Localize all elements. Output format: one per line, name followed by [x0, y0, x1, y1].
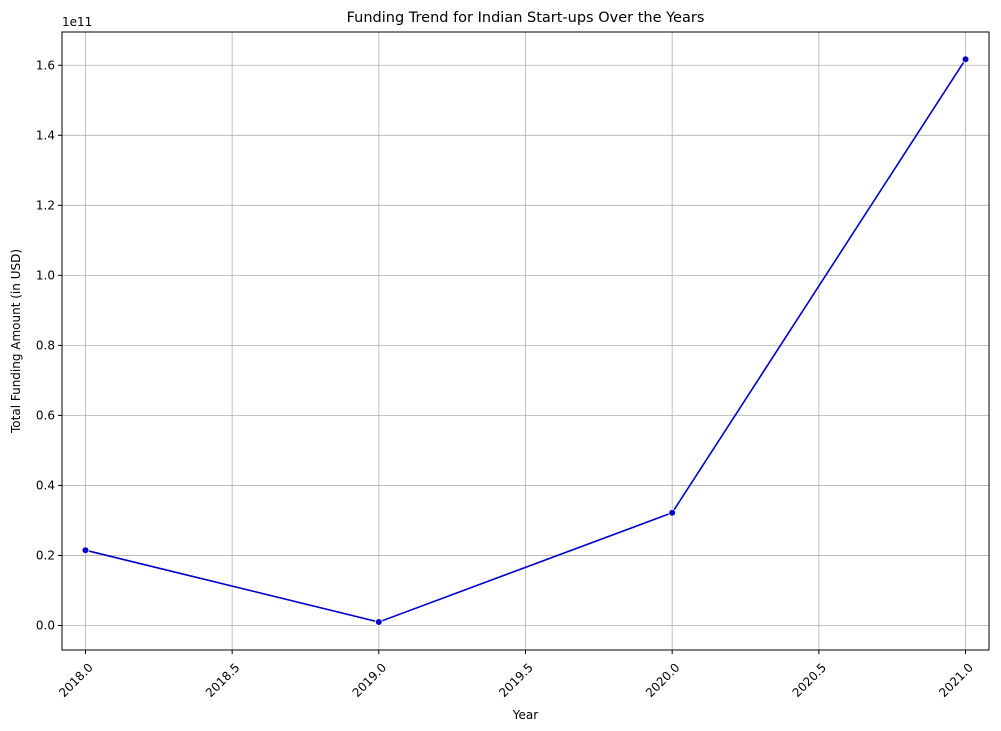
- data-point: [668, 508, 676, 517]
- x-tick-label: 2019.0: [350, 660, 390, 700]
- y-axis-label: Total Funding Amount (in USD): [9, 249, 23, 434]
- y-tick-label: 1.6: [36, 58, 55, 72]
- y-tick-label: 0.8: [36, 338, 55, 352]
- x-tick-label: 2021.0: [936, 660, 976, 700]
- x-axis-label: Year: [512, 708, 538, 722]
- y-tick-label: 0.4: [36, 478, 55, 492]
- x-tick-label: 2018.5: [203, 660, 243, 700]
- data-point: [961, 55, 970, 64]
- x-tick-label: 2020.0: [643, 660, 683, 700]
- data-point: [375, 618, 383, 626]
- x-tick-label: 2018.0: [56, 660, 96, 700]
- y-tick-label: 1.4: [36, 128, 55, 142]
- series-layer: [81, 55, 970, 626]
- x-axis-ticks: 2018.0 2018.5 2019.0 2019.5 2020.0 2020.5 2021…: [56, 650, 976, 700]
- y-tick-label: 0.6: [36, 408, 55, 422]
- y-axis-offset-label: 1e11: [62, 15, 92, 29]
- y-tick-label: 0.0: [36, 618, 55, 632]
- series-line: [85, 58, 967, 623]
- x-tick-label: 2019.5: [496, 660, 536, 700]
- data-point: [81, 546, 90, 555]
- x-tick-label: 2020.5: [790, 660, 830, 700]
- y-tick-label: 0.2: [36, 548, 55, 562]
- y-tick-label: 1.0: [36, 268, 55, 282]
- y-tick-label: 1.2: [36, 198, 55, 212]
- y-axis-ticks: 0.0 0.2 0.4 0.6 0.8 1.0 1.2 1.4 1.6: [36, 58, 62, 632]
- grid-lines: [62, 32, 989, 650]
- chart-title: Funding Trend for Indian Start-ups Over …: [347, 10, 705, 26]
